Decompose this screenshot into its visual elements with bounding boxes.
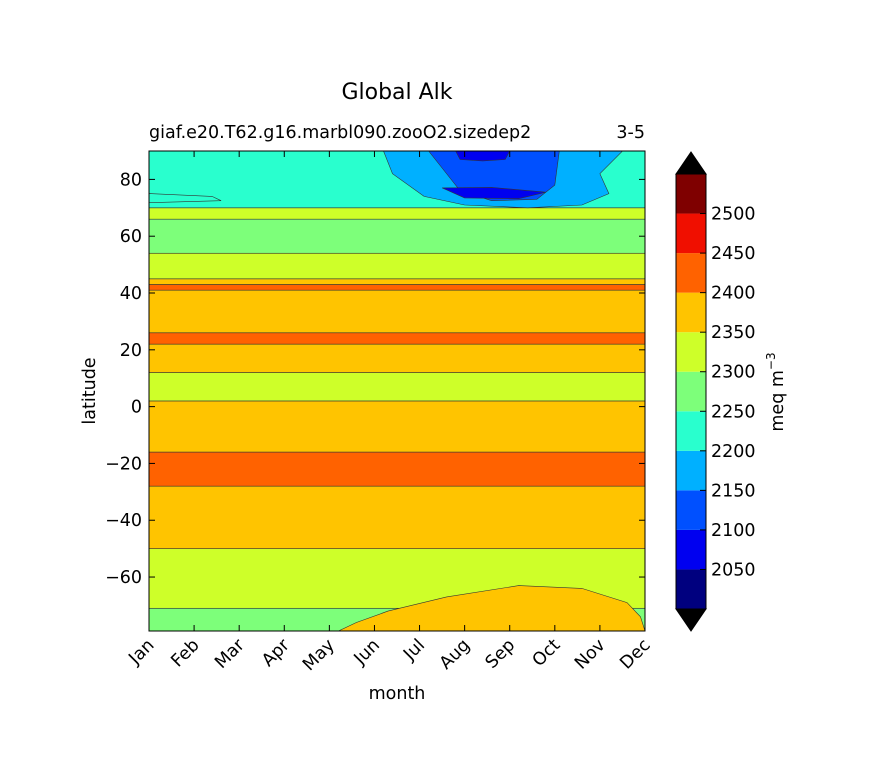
colorbar-tick-label: 2150: [711, 481, 756, 501]
colorbar-swatch-2: [676, 490, 706, 530]
colorbar-tick-label: 2400: [711, 284, 756, 304]
contour-southern-orange-lens: [338, 585, 645, 631]
chart-title: Global Alk: [341, 80, 452, 105]
colorbar-extend-over: [675, 151, 707, 175]
x-tick-label: Oct: [529, 635, 565, 671]
colorbar-swatch-10: [676, 174, 706, 214]
contour-arctic-cyan-tongue: [149, 193, 222, 204]
x-tick-label: Apr: [258, 635, 294, 671]
colorbar-unit: meq m: [768, 370, 788, 432]
y-tick-label: 0: [131, 398, 142, 418]
colorbar-swatch-6: [676, 332, 706, 372]
x-tick-label: Jul: [399, 635, 429, 665]
colorbar-swatch-4: [676, 411, 706, 451]
x-tick-label: Jun: [350, 635, 384, 669]
colorbar-swatch-9: [676, 213, 706, 254]
plot-frame: [148, 150, 646, 632]
colorbar-tick-label: 2500: [711, 205, 756, 225]
colorbar-swatch-5: [676, 371, 706, 412]
contour-band-3: [149, 451, 645, 487]
contour-band-9: [149, 284, 645, 291]
y-tick-label: 20: [120, 341, 142, 361]
x-tick-label: Sep: [482, 635, 519, 672]
contour-arctic-cap-blue: [455, 151, 511, 162]
colorbar-swatch-1: [676, 529, 706, 570]
contour-band-13: [149, 207, 645, 220]
y-tick-label: −60: [105, 568, 142, 588]
colorbar-tick-label: 2250: [711, 402, 756, 422]
colorbar-frame: [675, 173, 707, 610]
colorbar-label: meq m−3: [764, 352, 788, 431]
y-axis-label: latitude: [80, 357, 100, 424]
contour-arctic-inner-blue: [441, 187, 546, 200]
y-tick-label: −40: [105, 511, 142, 531]
x-tick-label: Nov: [571, 635, 609, 673]
colorbar-swatch-3: [676, 450, 706, 491]
colorbar-tick-label: 2200: [711, 442, 756, 462]
colorbar-swatch-7: [676, 292, 706, 333]
contour-band-6: [149, 343, 645, 373]
x-tick-label: Aug: [436, 635, 474, 673]
y-tick-label: 80: [120, 170, 142, 190]
x-tick-label: May: [299, 635, 339, 675]
plot-area: [149, 151, 645, 631]
colorbar-swatch-8: [676, 253, 706, 293]
colorbar-unit-exponent: −3: [764, 352, 778, 370]
x-tick-label: Jan: [125, 635, 159, 669]
contour-band-11: [149, 252, 645, 280]
contour-band-10: [149, 278, 645, 285]
contour-band-12: [149, 218, 645, 254]
colorbar-swatch-0: [676, 569, 706, 609]
x-axis-label: month: [369, 684, 426, 704]
contour-band-2: [149, 485, 645, 549]
x-tick-label: Mar: [211, 635, 249, 673]
contour-band-5: [149, 372, 645, 402]
colorbar-tick-label: 2350: [711, 323, 756, 343]
colorbar-tick-label: 2300: [711, 363, 756, 383]
colorbar: 2050 2100 2150 2200 2250 2300 2350 2400 2450 2500: [675, 151, 756, 632]
colorbar-tick-label: 2450: [711, 244, 756, 264]
contour-band-7: [149, 332, 645, 345]
y-tick-label: −20: [105, 454, 142, 474]
contour-band-8: [149, 289, 645, 334]
chart-subtitle-left: giaf.e20.T62.g16.marbl090.zooO2.sizedep2: [149, 123, 531, 143]
y-axis: −60 −40 −20 0 20 40 60 80: [105, 170, 645, 588]
colorbar-tick-label: 2100: [711, 521, 756, 541]
x-tick-label: Dec: [616, 635, 654, 673]
x-tick-label: Feb: [168, 635, 204, 671]
y-tick-label: 40: [120, 284, 142, 304]
chart-subtitle-right: 3-5: [616, 123, 645, 143]
colorbar-extend-under: [675, 608, 707, 632]
y-tick-label: 60: [120, 227, 142, 247]
colorbar-tick-label: 2050: [711, 560, 756, 580]
contour-band-4: [149, 400, 645, 453]
